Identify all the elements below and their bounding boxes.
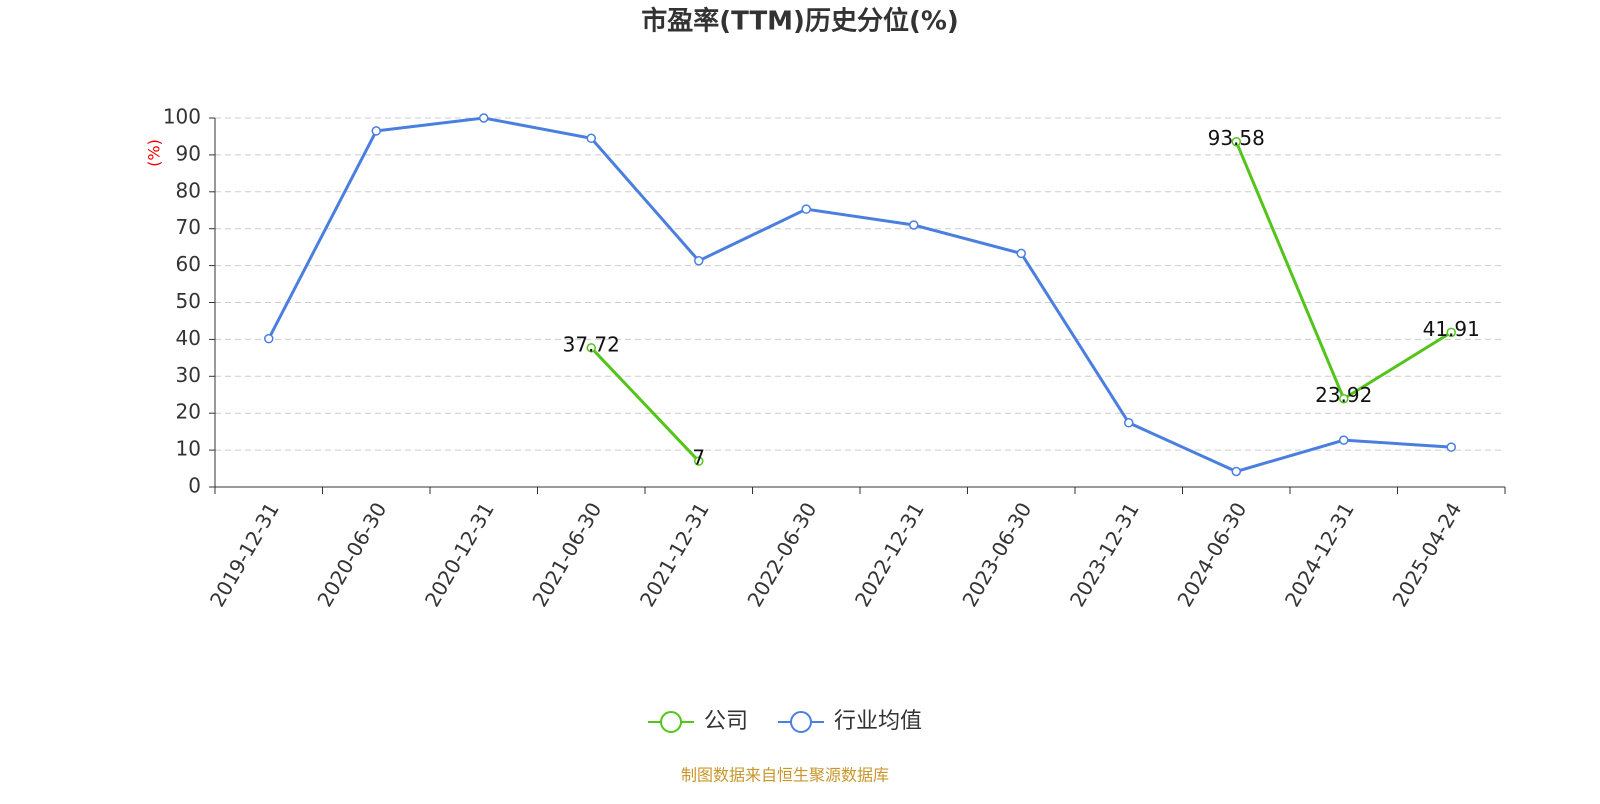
legend-marker [660, 711, 682, 733]
x-tick-label: 2021-12-31 [635, 498, 714, 611]
y-tick-label: 30 [176, 363, 201, 387]
point [586, 133, 596, 144]
x-tick-label: 2021-06-30 [527, 498, 606, 611]
point [1016, 248, 1026, 259]
point [1446, 327, 1456, 338]
y-tick-label: 90 [176, 141, 201, 165]
series-line [267, 116, 1452, 474]
y-tick-label: 0 [188, 474, 201, 498]
data-label: 37.72 [563, 332, 620, 356]
x-tick-label: 2024-06-30 [1172, 498, 1251, 611]
y-tick-label: 70 [176, 215, 201, 239]
point [1339, 435, 1349, 445]
x-tick-label: 2022-06-30 [742, 498, 821, 611]
x-tick-label: 2023-06-30 [957, 498, 1036, 611]
legend-label: 行业均值 [834, 709, 922, 734]
y-axis-label: (%) [145, 139, 164, 167]
data-label: 23.92 [1315, 383, 1372, 407]
data-label: 93.58 [1208, 126, 1265, 150]
x-tick-label: 2025-04-24 [1387, 498, 1466, 611]
point [264, 333, 274, 344]
x-tick-label: 2023-12-31 [1065, 498, 1144, 611]
y-tick-label: 100 [163, 105, 201, 129]
point [371, 126, 381, 136]
y-tick-label: 40 [176, 326, 201, 350]
point [801, 204, 811, 214]
x-tick-label: 2019-12-31 [205, 498, 284, 611]
point [1231, 136, 1241, 147]
point [586, 343, 596, 353]
source-note: 制图数据来自恒生聚源数据库 [681, 766, 889, 785]
point [1124, 418, 1134, 428]
x-tick-label: 2020-12-31 [420, 498, 499, 611]
y-tick-label: 20 [176, 400, 201, 424]
legend-marker [790, 711, 813, 733]
y-tick-label: 80 [176, 178, 201, 202]
legend-label: 公司 [704, 709, 748, 734]
point [1446, 442, 1456, 452]
point [694, 256, 704, 266]
x-tick-label: 2020-06-30 [312, 498, 391, 611]
point [1339, 393, 1349, 404]
point [1231, 466, 1241, 477]
chart-title: 市盈率(TTM)历史分位(%) [641, 6, 959, 37]
point [479, 113, 489, 123]
point [694, 456, 704, 466]
x-tick-label: 2022-12-31 [850, 498, 929, 611]
data-label: 7 [692, 446, 705, 470]
y-tick-label: 60 [176, 252, 201, 276]
y-tick-label: 10 [176, 437, 201, 461]
data-label: 41.91 [1423, 317, 1480, 341]
x-tick-label: 2024-12-31 [1280, 498, 1359, 611]
point [909, 220, 919, 230]
y-tick-label: 50 [176, 289, 201, 313]
